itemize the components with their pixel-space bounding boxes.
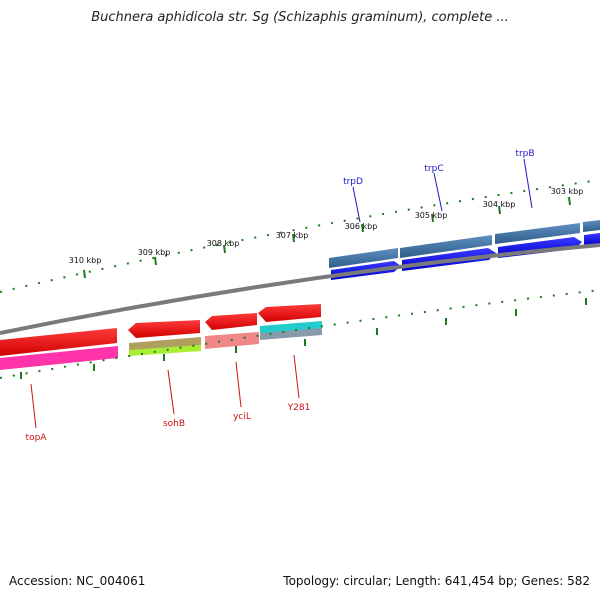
accession-text: Accession: NC_004061 [9,574,146,588]
cog-bar-Y281-a[interactable] [260,321,322,334]
cds-arrow-topA[interactable] [0,328,117,356]
inner-major-ticks [20,298,587,379]
scale-label-310: 310 kbp [69,256,102,265]
genome-summary-text: Topology: circular; Length: 641,454 bp; … [283,574,590,588]
gene-label-topA[interactable]: topA [26,433,48,443]
gene-bar-trpB[interactable] [495,223,580,244]
scale-label-303: 303 kbp [551,187,584,196]
scale-label-306: 306 kbp [345,222,378,231]
scale-label-309: 309 kbp [138,248,171,257]
gene-label-trpC[interactable]: trpC [424,164,443,174]
gene-bar-trpD[interactable] [329,248,398,268]
gene-label-trpD[interactable]: trpD [343,177,363,187]
inner-tick-track [0,289,600,379]
gene-bar-next[interactable] [583,220,600,232]
forward-gene-track [329,220,600,268]
reverse-gene-labels [30,354,300,429]
scale-label-305: 305 kbp [415,211,448,220]
scale-label-308: 308 kbp [207,239,240,248]
cds-arrow-yciL[interactable] [205,313,257,330]
forward-gene-labels [352,158,533,223]
outer-major-ticks [83,196,571,279]
cog-bar-Y281-b[interactable] [260,328,322,340]
reverse-cog-track [0,321,322,370]
scale-label-307: 307 kbp [276,231,309,240]
gene-label-trpB[interactable]: trpB [515,149,534,159]
genome-backbone [0,243,600,335]
gene-label-Y281[interactable]: Y281 [287,403,311,413]
gene-label-sohB[interactable]: sohB [163,419,185,429]
cog-bar-sohB-a[interactable] [129,337,201,351]
scale-label-304: 304 kbp [483,200,516,209]
map-title: Buchnera aphidicola str. Sg (Schizaphis … [91,10,509,25]
cog-bar-sohB-b[interactable] [129,345,201,356]
cds-arrow-Y281[interactable] [258,304,321,322]
gene-bar-trpC[interactable] [400,235,492,258]
scale-labels: 310 kbp 309 kbp 308 kbp 307 kbp 306 kbp … [69,187,584,265]
cds-arrow-sohB[interactable] [128,320,200,338]
reverse-cds-track [0,304,321,356]
cog-bar-topA[interactable] [0,346,118,370]
cds-arrow-next[interactable] [584,233,600,246]
gene-label-yciL[interactable]: yciL [233,412,251,422]
